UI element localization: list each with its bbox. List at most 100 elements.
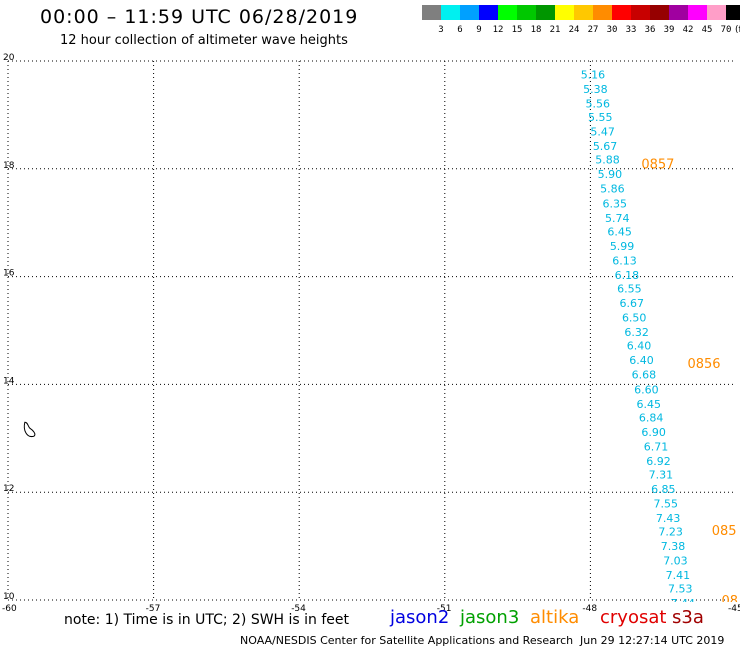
- swh-value-label: 7.23: [658, 526, 683, 539]
- scale-swatch: [631, 5, 650, 20]
- lat-tick-label: 12: [3, 484, 14, 494]
- lat-tick-label: 14: [3, 376, 15, 386]
- scale-label: 6: [457, 25, 463, 35]
- swh-value-label: 7.41: [666, 569, 691, 582]
- scale-swatch: [422, 5, 441, 20]
- lon-tick-label: -51: [437, 604, 452, 614]
- lon-tick-label: -57: [146, 604, 161, 614]
- swh-value-label: 6.92: [646, 455, 671, 468]
- scale-label: 45: [701, 25, 713, 35]
- scale-swatch: [726, 5, 740, 20]
- lat-tick-label: 10: [3, 592, 15, 602]
- swh-value-label: 5.99: [610, 240, 635, 253]
- lat-tick-label: 20: [3, 53, 15, 63]
- swh-value-label: 7.43: [656, 512, 681, 525]
- scale-label: 30: [606, 25, 618, 35]
- footer-credit: NOAA/NESDIS Center for Satellite Applica…: [240, 634, 574, 647]
- swh-value-label: 5.47: [590, 126, 615, 139]
- scale-swatch: [574, 5, 593, 20]
- scale-label: 33: [625, 25, 637, 35]
- map-subtitle: 12 hour collection of altimeter wave hei…: [60, 33, 348, 48]
- lon-tick-label: -60: [2, 604, 17, 614]
- swh-value-label: 7.53: [668, 583, 693, 596]
- scale-label: 12: [492, 25, 504, 35]
- scale-label: 9: [476, 25, 482, 35]
- scale-swatch: [479, 5, 498, 20]
- scale-label: 24: [568, 25, 580, 35]
- swh-value-label: 7.03: [663, 555, 688, 568]
- scale-swatch: [555, 5, 574, 20]
- scale-swatch: [536, 5, 555, 20]
- swh-value-label: 6.84: [639, 411, 664, 424]
- scale-label: 70: [720, 25, 732, 35]
- swh-value-label: 6.67: [620, 297, 645, 310]
- pass-time-label: 0856: [687, 357, 720, 372]
- pass-time-label: 0857: [641, 157, 674, 172]
- swh-value-label: 5.90: [598, 168, 623, 181]
- scale-swatch: [460, 5, 479, 20]
- swh-value-label: 6.40: [627, 340, 652, 353]
- scale-swatch: [441, 5, 460, 20]
- swh-value-label: 7.38: [661, 540, 686, 553]
- swh-value-label: 6.32: [624, 326, 649, 339]
- swh-value-label: 6.90: [641, 426, 666, 439]
- swh-value-label: 6.45: [637, 398, 662, 411]
- footer-timestamp: Jun 29 12:27:14 UTC 2019: [580, 634, 725, 647]
- scale-swatch: [669, 5, 688, 20]
- swh-value-label: 7.31: [649, 468, 674, 481]
- satellite-legend-s3a: s3a: [672, 607, 704, 628]
- scale-swatch: [593, 5, 612, 20]
- legend-note: note: 1) Time is in UTC; 2) SWH is in fe…: [64, 612, 350, 628]
- swh-value-label: 6.55: [617, 282, 642, 295]
- swh-value-label: 6.85: [651, 483, 676, 496]
- scale-swatch: [612, 5, 631, 20]
- scale-label: 27: [587, 25, 599, 35]
- satellite-legend-jason3: jason3: [460, 607, 520, 628]
- swh-value-label: 5.56: [586, 98, 611, 111]
- swh-value-label: 6.35: [603, 197, 628, 210]
- island-outline: [23, 421, 36, 438]
- swh-value-label: 7.44: [670, 597, 695, 610]
- swh-value-label: 5.88: [595, 154, 620, 167]
- swh-value-label: 6.13: [612, 254, 637, 267]
- swh-value-label: 5.67: [593, 140, 618, 153]
- swh-value-label: 5.38: [583, 83, 608, 96]
- swh-value-label: 6.50: [622, 312, 647, 325]
- pass-time-label: 08: [721, 594, 738, 609]
- scale-label: 18: [530, 25, 542, 35]
- lon-tick-label: -54: [291, 604, 306, 614]
- pass-time-label: 085: [712, 524, 737, 539]
- scale-swatch: [498, 5, 517, 20]
- swh-value-label: 6.71: [644, 440, 669, 453]
- satellite-legend-altika: altika: [530, 607, 580, 628]
- swh-value-label: 6.60: [634, 383, 659, 396]
- lat-tick-label: 16: [3, 269, 15, 279]
- swh-value-label: 5.74: [605, 212, 630, 225]
- scale-label: 36: [644, 25, 656, 35]
- lat-tick-label: 18: [3, 161, 15, 171]
- swh-value-label: 6.68: [632, 369, 657, 382]
- lon-tick-label: -48: [582, 604, 597, 614]
- scale-swatch: [707, 5, 726, 20]
- scale-label: 21: [549, 25, 561, 35]
- map-title: 00:00 – 11:59 UTC 06/28/2019: [40, 6, 359, 28]
- swh-value-label: 6.45: [607, 225, 632, 238]
- scale-swatch: [688, 5, 707, 20]
- scale-swatch: [650, 5, 669, 20]
- lon-tick-label: -45: [728, 604, 740, 614]
- satellite-legend-jason2: jason2: [390, 607, 450, 628]
- swh-value-label: 6.18: [615, 269, 640, 282]
- swh-value-label: 5.16: [581, 68, 606, 81]
- scale-swatch: [517, 5, 536, 20]
- scale-label: 42: [682, 25, 694, 35]
- scale-label: 3: [438, 25, 444, 35]
- swh-value-label: 5.55: [588, 111, 613, 124]
- satellite-legend-cryosat: cryosat: [600, 607, 667, 628]
- swh-value-label: 7.55: [653, 498, 678, 511]
- scale-label: 39: [663, 25, 675, 35]
- scale-unit: (ft): [735, 25, 740, 35]
- swh-value-label: 5.86: [600, 183, 625, 196]
- scale-label: 15: [511, 25, 523, 35]
- swh-value-label: 6.40: [629, 354, 654, 367]
